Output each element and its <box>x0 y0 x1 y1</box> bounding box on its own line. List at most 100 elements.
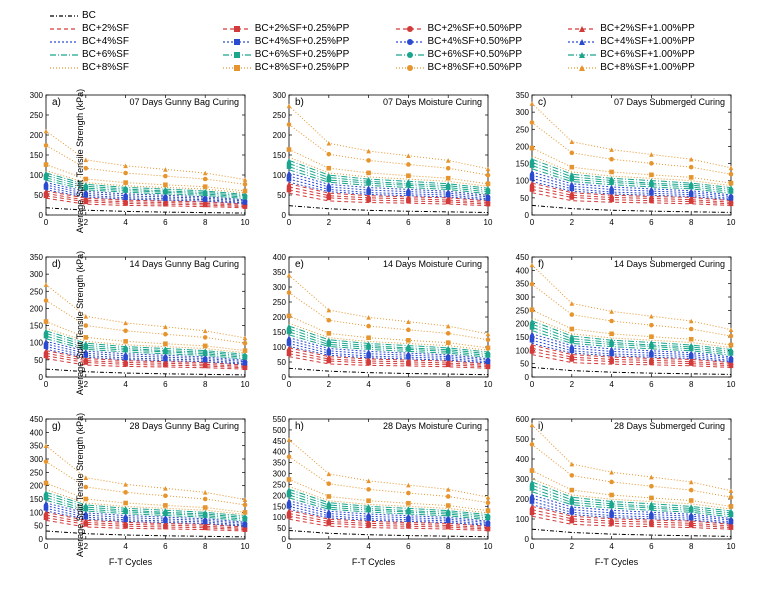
legend-swatch <box>50 24 78 34</box>
svg-text:8: 8 <box>203 218 208 227</box>
legend-label: BC+6%SF+0.25%PP <box>255 49 350 60</box>
svg-text:4: 4 <box>123 380 128 389</box>
panel-g: 0501001502002503003504004500246810g)28 D… <box>10 405 251 565</box>
svg-text:150: 150 <box>273 502 287 511</box>
svg-text:350: 350 <box>516 91 530 100</box>
svg-text:500: 500 <box>273 426 287 435</box>
panel-tag: h) <box>295 421 304 432</box>
legend-label: BC+2%SF+1.00%PP <box>600 23 695 34</box>
svg-text:4: 4 <box>609 218 614 227</box>
svg-text:250: 250 <box>273 111 287 120</box>
svg-text:150: 150 <box>30 151 44 160</box>
legend-swatch <box>396 63 424 73</box>
svg-text:10: 10 <box>727 380 736 389</box>
panel-title: 28 Days Moisture Curing <box>383 421 482 431</box>
legend-label: BC <box>82 10 96 21</box>
svg-text:250: 250 <box>273 298 287 307</box>
svg-text:150: 150 <box>30 495 44 504</box>
legend-swatch <box>50 37 78 47</box>
panel-tag: i) <box>538 421 544 432</box>
svg-text:200: 200 <box>273 491 287 500</box>
legend: BCBC+2%SFBC+2%SF+0.25%PPBC+2%SF+0.50%PPB… <box>50 10 733 73</box>
svg-text:6: 6 <box>163 542 168 551</box>
svg-text:2: 2 <box>570 218 575 227</box>
panel-title: 14 Days Submerged Curing <box>614 259 725 269</box>
svg-text:0: 0 <box>44 380 49 389</box>
x-axis-label: F-T Cycles <box>352 557 395 567</box>
svg-text:250: 250 <box>516 125 530 134</box>
svg-text:0: 0 <box>44 542 49 551</box>
svg-text:400: 400 <box>30 428 44 437</box>
svg-text:0: 0 <box>530 218 535 227</box>
panel-title: 07 Days Moisture Curing <box>383 97 482 107</box>
legend-label: BC+4%SF+1.00%PP <box>600 36 695 47</box>
legend-swatch <box>50 63 78 73</box>
legend-item: BC+8%SF+0.50%PP <box>396 62 561 73</box>
y-axis-label: Average Split Tensile Strength (kPa) <box>75 89 85 233</box>
svg-text:0: 0 <box>287 380 292 389</box>
svg-text:50: 50 <box>277 524 286 533</box>
svg-text:100: 100 <box>30 508 44 517</box>
svg-text:300: 300 <box>273 91 287 100</box>
panel-title: 14 Days Gunny Bag Curing <box>129 259 239 269</box>
svg-text:0: 0 <box>287 542 292 551</box>
panel-title: 07 Days Submerged Curing <box>614 97 725 107</box>
panel-e: 0501001502002503003504000246810e)14 Days… <box>253 243 494 403</box>
svg-text:50: 50 <box>277 191 286 200</box>
svg-text:300: 300 <box>516 293 530 302</box>
svg-text:350: 350 <box>30 253 44 262</box>
svg-text:400: 400 <box>273 448 287 457</box>
legend-item <box>568 10 733 21</box>
svg-text:200: 200 <box>516 142 530 151</box>
panel-a: 0501001502002503000246810a)07 Days Gunny… <box>10 81 251 241</box>
legend-item <box>223 10 388 21</box>
svg-text:6: 6 <box>163 380 168 389</box>
panel-title: 07 Days Gunny Bag Curing <box>129 97 239 107</box>
panel-h: 0501001502002503003504004505005500246810… <box>253 405 494 565</box>
svg-text:4: 4 <box>366 218 371 227</box>
svg-text:100: 100 <box>516 346 530 355</box>
panel-tag: a) <box>52 97 61 108</box>
panel-title: 14 Days Moisture Curing <box>383 259 482 269</box>
svg-text:50: 50 <box>34 191 43 200</box>
x-axis-label: F-T Cycles <box>109 557 152 567</box>
panel-f: 0501001502002503003504004500246810f)14 D… <box>496 243 737 403</box>
svg-text:6: 6 <box>406 542 411 551</box>
svg-text:100: 100 <box>273 513 287 522</box>
svg-text:10: 10 <box>484 542 493 551</box>
panel-tag: d) <box>52 259 61 270</box>
legend-item: BC+4%SF+1.00%PP <box>568 36 733 47</box>
x-axis-label: F-T Cycles <box>595 557 638 567</box>
svg-text:350: 350 <box>273 268 287 277</box>
svg-text:400: 400 <box>516 455 530 464</box>
legend-item: BC+6%SF <box>50 49 215 60</box>
legend-item: BC+4%SF+0.25%PP <box>223 36 388 47</box>
svg-text:550: 550 <box>273 415 287 424</box>
legend-item: BC+6%SF+0.25%PP <box>223 49 388 60</box>
svg-text:4: 4 <box>609 542 614 551</box>
legend-swatch <box>568 24 596 34</box>
legend-item: BC+8%SF <box>50 62 215 73</box>
legend-label: BC+8%SF <box>82 62 129 73</box>
legend-swatch <box>568 37 596 47</box>
svg-text:4: 4 <box>609 380 614 389</box>
svg-text:2: 2 <box>570 542 575 551</box>
svg-text:300: 300 <box>273 470 287 479</box>
svg-text:10: 10 <box>484 380 493 389</box>
svg-text:300: 300 <box>30 455 44 464</box>
legend-label: BC+2%SF <box>82 23 129 34</box>
legend-label: BC+4%SF+0.25%PP <box>255 36 350 47</box>
svg-text:250: 250 <box>30 287 44 296</box>
svg-text:250: 250 <box>30 468 44 477</box>
panel-i: 01002003004005006000246810i)28 Days Subm… <box>496 405 737 565</box>
svg-text:500: 500 <box>516 435 530 444</box>
svg-text:450: 450 <box>516 253 530 262</box>
svg-text:10: 10 <box>484 218 493 227</box>
panel-tag: e) <box>295 259 304 270</box>
svg-text:10: 10 <box>727 218 736 227</box>
svg-text:200: 200 <box>273 131 287 140</box>
panel-tag: f) <box>538 259 544 270</box>
svg-text:8: 8 <box>446 542 451 551</box>
svg-text:2: 2 <box>327 542 332 551</box>
svg-text:6: 6 <box>649 542 654 551</box>
